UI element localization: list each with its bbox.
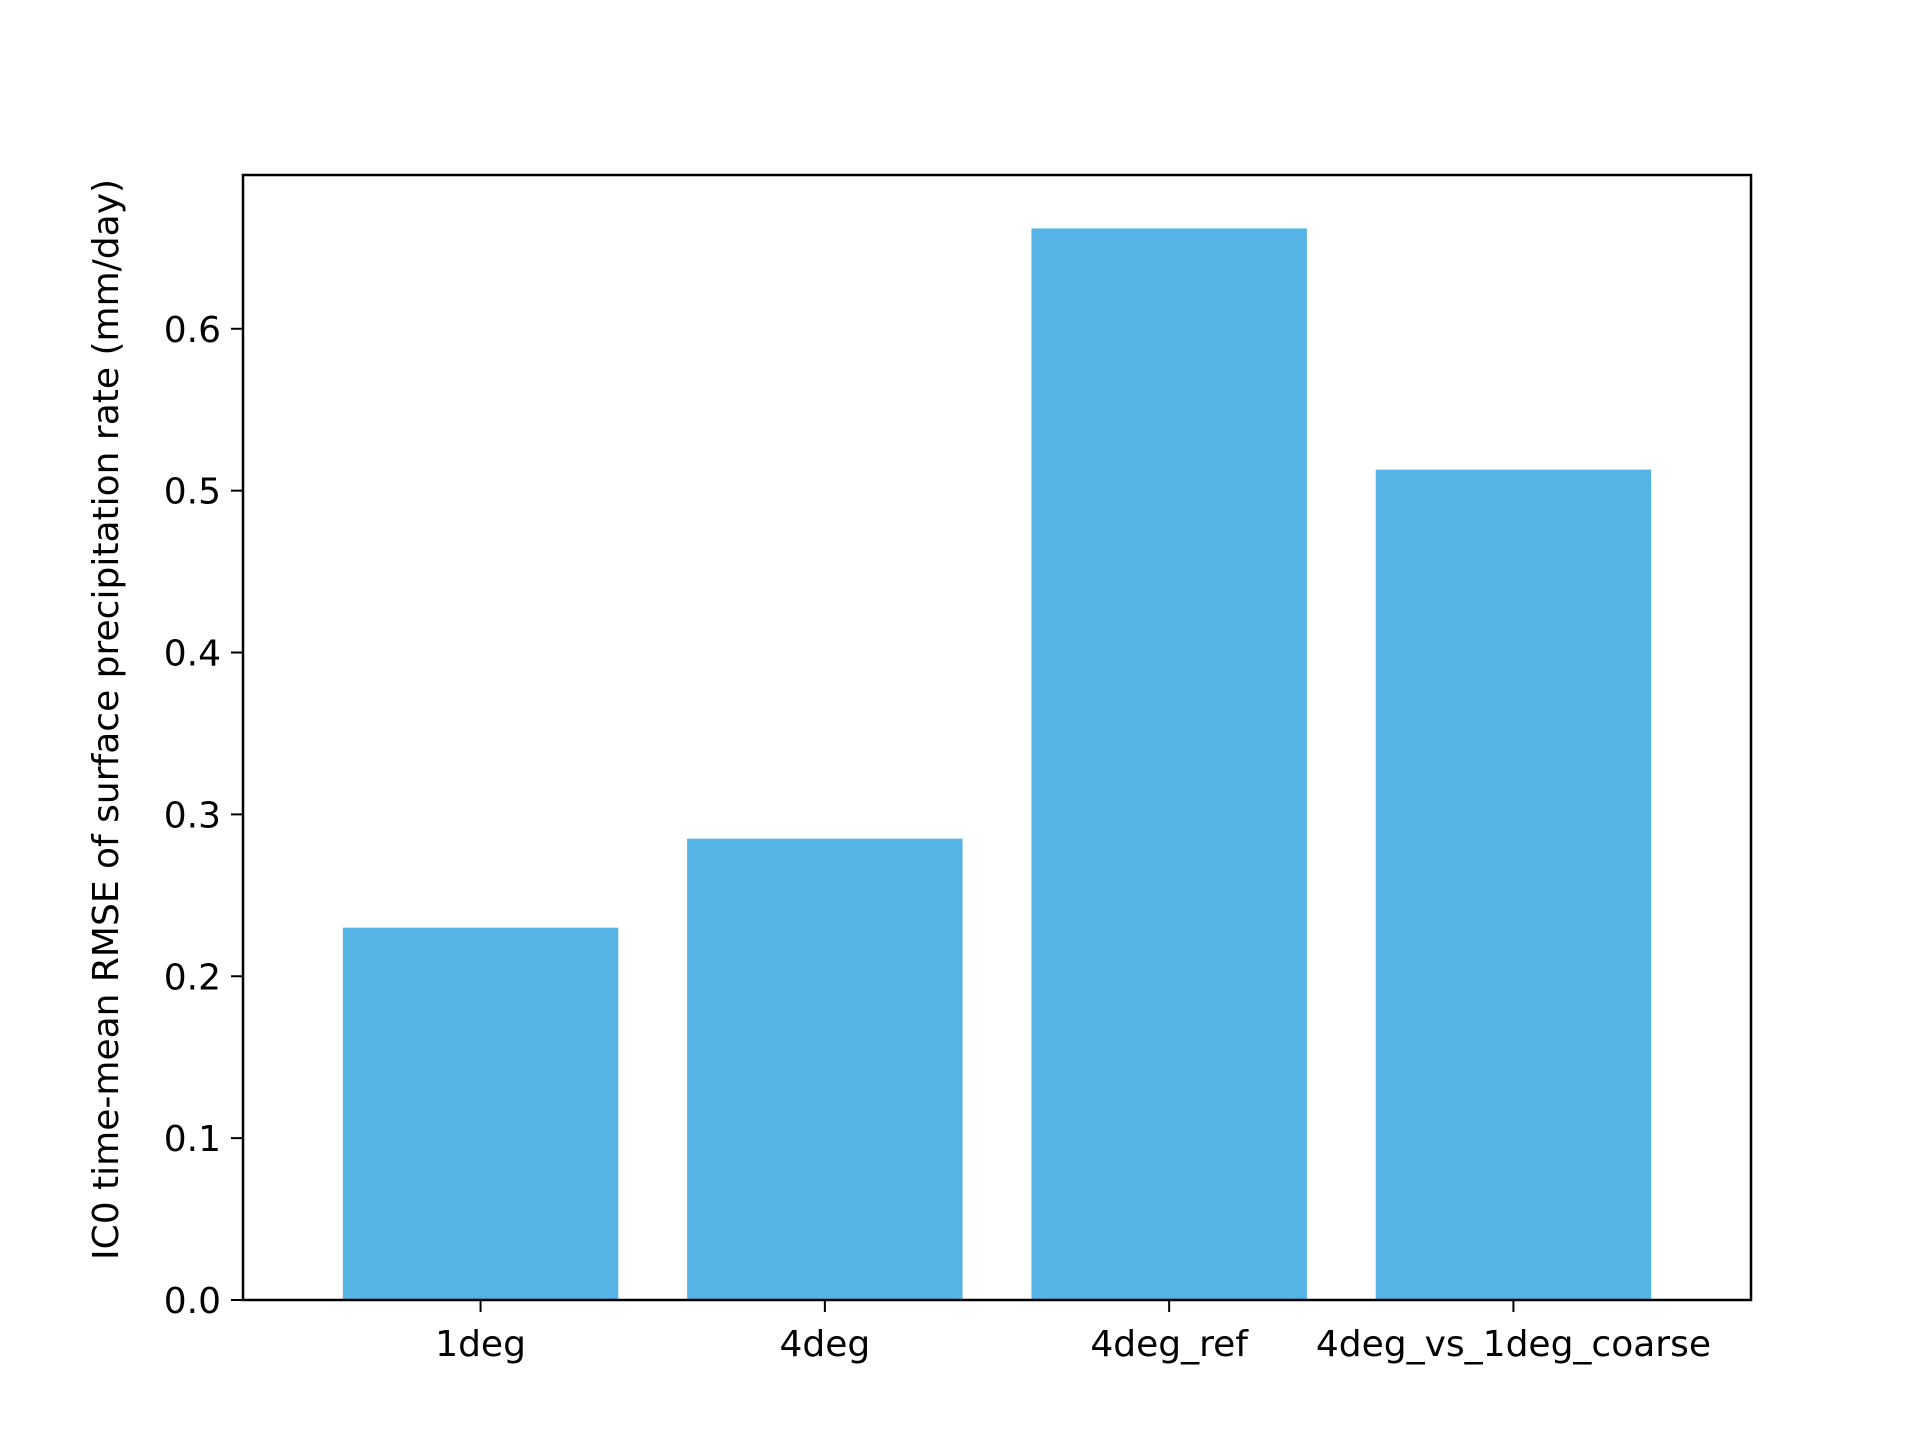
x-axis-ticks: 1deg 4deg 4deg_ref 4deg_vs_1deg_coarse [435,1300,1711,1365]
y-tick-label: 0.1 [164,1119,221,1160]
bar-1deg [342,927,619,1300]
y-axis-ticks: 0.0 0.1 0.2 0.3 0.4 0.5 0.6 [164,310,243,1322]
plot-frame [241,173,1753,1302]
bar-4deg_ref [1031,228,1307,1301]
y-tick-label: 0.2 [164,957,221,998]
bar-4deg [687,838,963,1300]
bar-4deg_vs_1deg_coarse [1375,469,1652,1300]
y-tick-label: 0.4 [164,634,221,675]
x-tick-label: 4deg [779,1324,870,1365]
x-tick-label: 4deg_vs_1deg_coarse [1316,1324,1711,1365]
y-axis-label: IC0 time-mean RMSE of surface precipitat… [86,179,127,1260]
y-tick-label: 0.0 [164,1281,221,1322]
bars-group [342,228,1652,1301]
x-tick-label: 4deg_ref [1090,1324,1249,1365]
y-tick-label: 0.3 [164,795,221,836]
x-tick-label: 1deg [435,1324,526,1365]
y-tick-label: 0.5 [164,472,221,513]
y-tick-label: 0.6 [164,310,221,351]
